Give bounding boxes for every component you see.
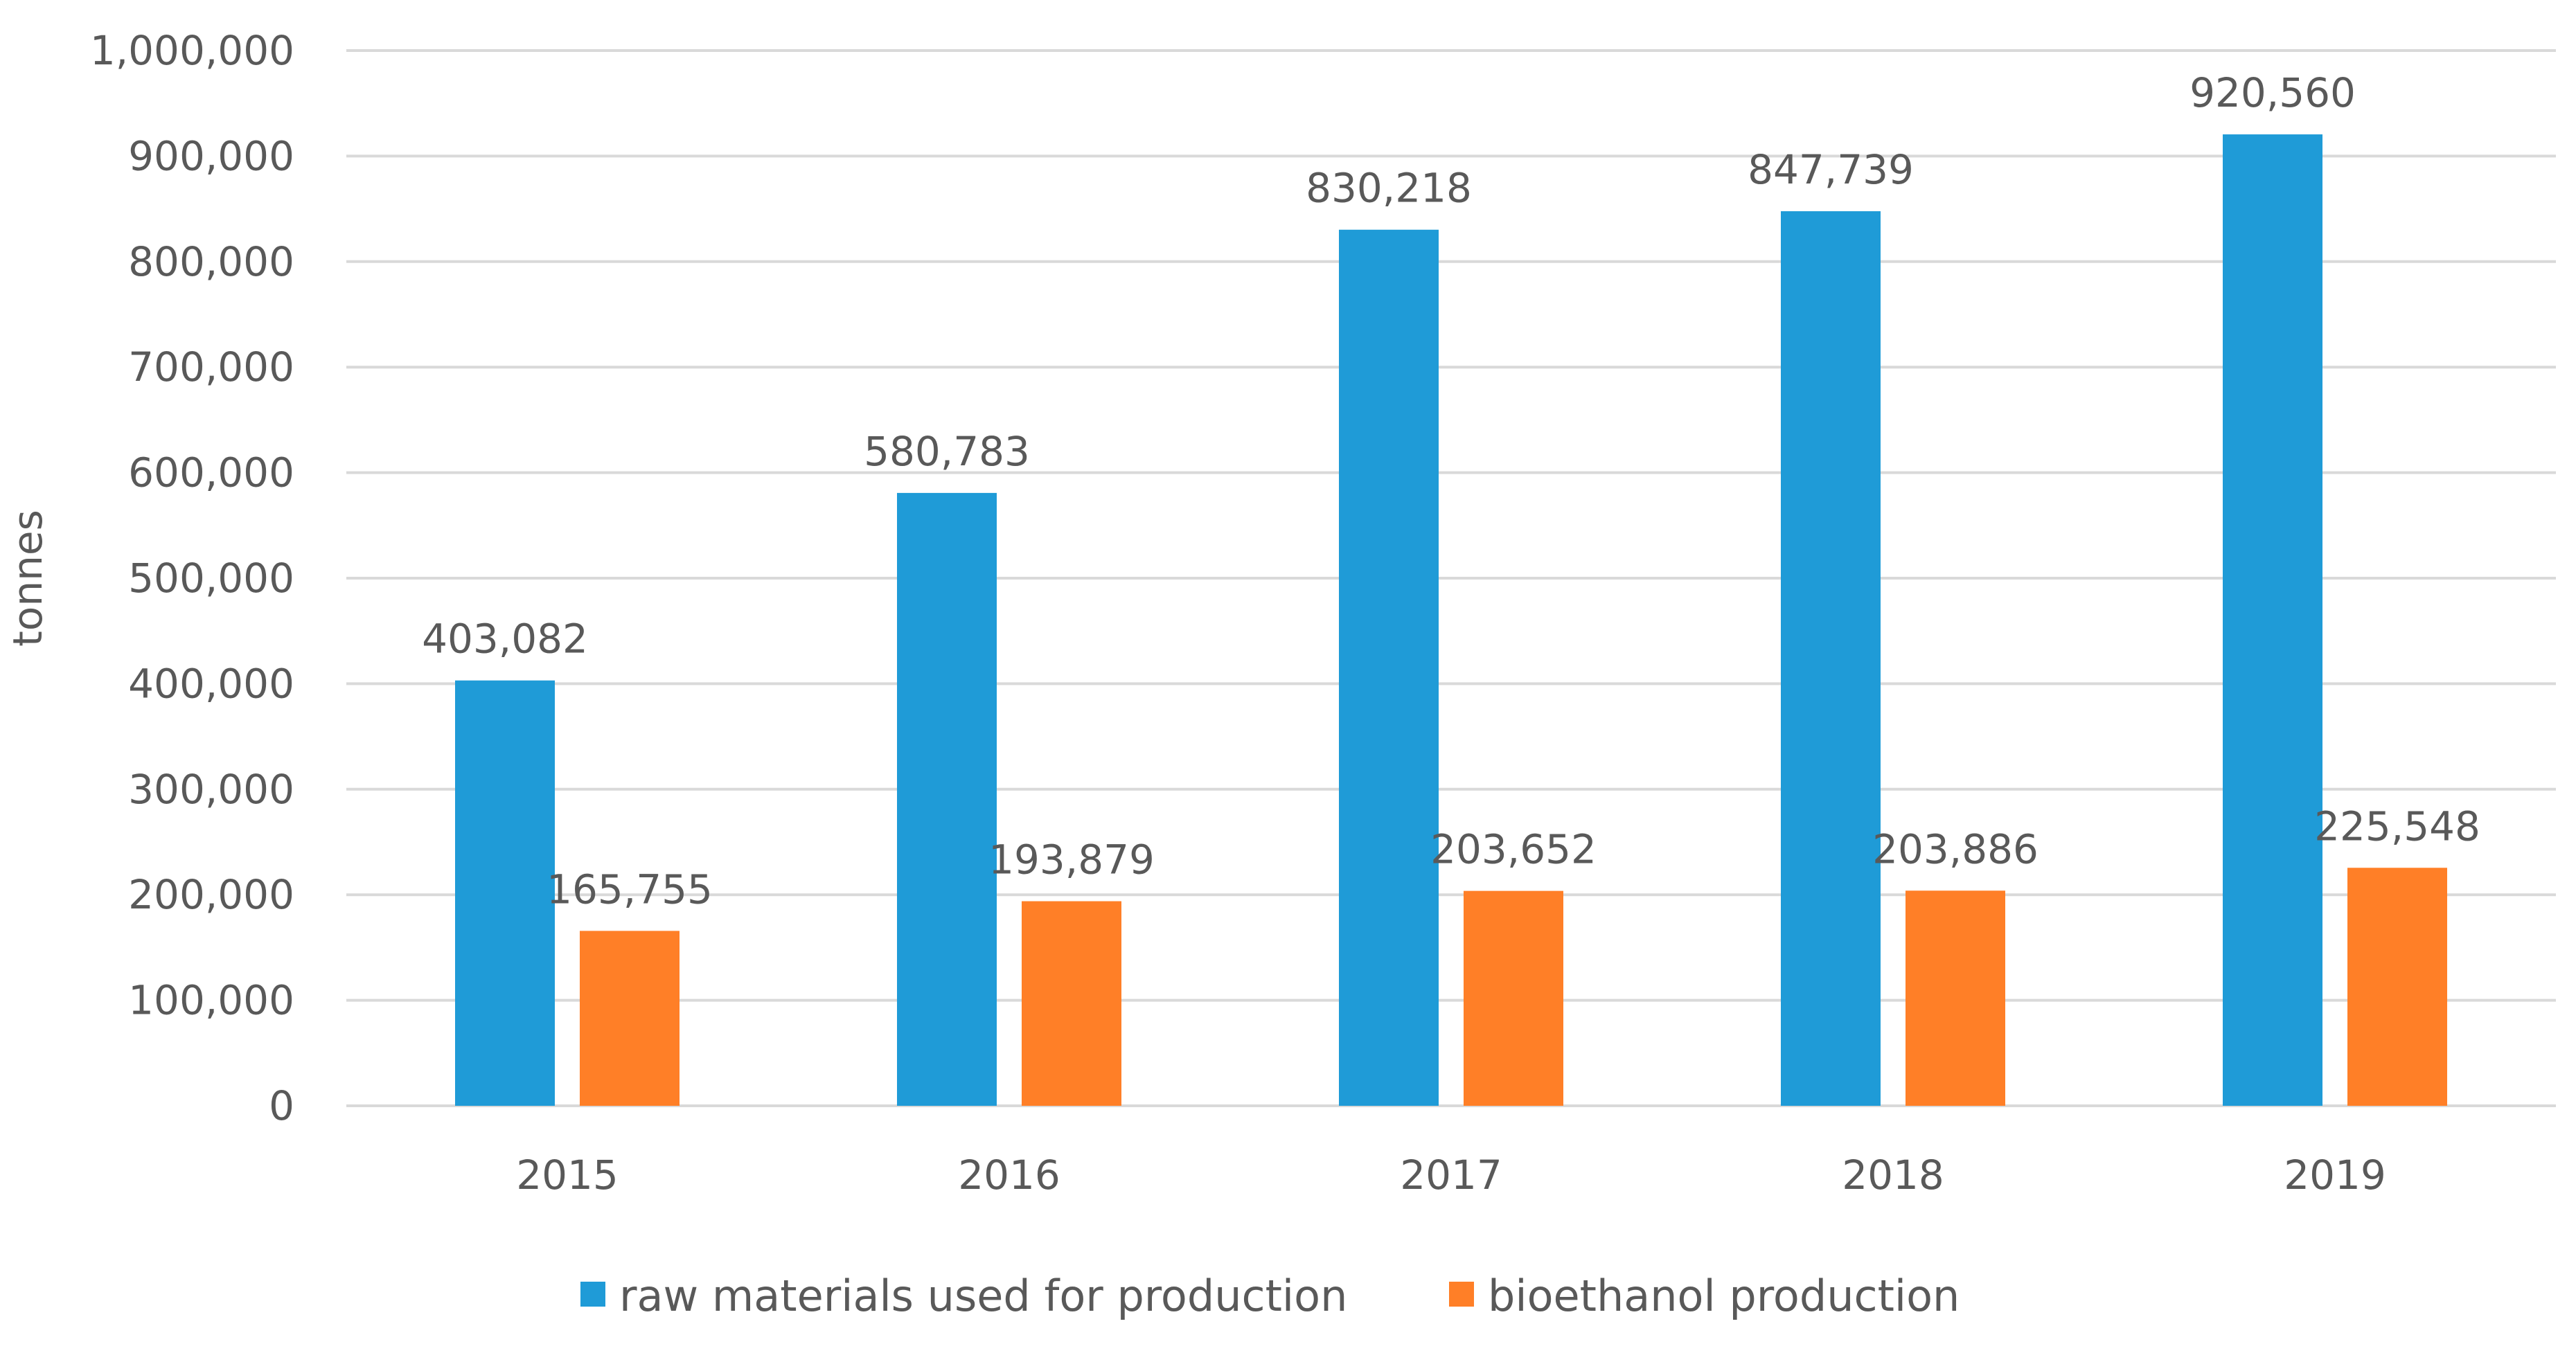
y-tick-label: 1,000,000: [90, 27, 294, 74]
y-tick-label: 300,000: [128, 766, 294, 813]
data-label: 403,082: [422, 616, 588, 663]
data-label: 193,879: [988, 836, 1155, 884]
data-label: 830,218: [1306, 165, 1472, 212]
y-tick-label: 0: [269, 1082, 294, 1129]
bar-raw-materials-2018: [1781, 211, 1881, 1106]
bars: [455, 134, 2447, 1106]
legend-swatch: [580, 1282, 605, 1307]
data-label: 165,755: [547, 866, 713, 913]
y-tick-label: 600,000: [128, 449, 294, 496]
x-tick-label: 2018: [1842, 1152, 1944, 1199]
bar-bioethanol-2019: [2347, 868, 2447, 1106]
data-label: 203,652: [1430, 826, 1597, 873]
data-label: 847,739: [1748, 146, 1914, 193]
data-label: 580,783: [864, 428, 1030, 475]
x-tick-label: 2015: [516, 1152, 619, 1199]
data-label: 920,560: [2189, 69, 2356, 116]
legend-swatch: [1449, 1282, 1474, 1307]
y-tick-label: 100,000: [128, 977, 294, 1024]
legend-label: bioethanol production: [1488, 1271, 1960, 1321]
x-axis-tick-labels: 2015 2016 2017 2018 2019: [516, 1152, 2386, 1199]
x-tick-label: 2016: [958, 1152, 1060, 1199]
y-tick-label: 200,000: [128, 871, 294, 918]
y-tick-label: 800,000: [128, 238, 294, 285]
gridlines: [346, 49, 2556, 1107]
x-tick-label: 2019: [2284, 1152, 2386, 1199]
legend-label: raw materials used for production: [619, 1271, 1347, 1321]
bar-bioethanol-2015: [580, 931, 679, 1106]
bar-raw-materials-2016: [897, 492, 997, 1106]
y-axis-tick-labels: 0 100,000 200,000 300,000 400,000 500,000 600,…: [90, 27, 294, 1129]
bar-bioethanol-2016: [1022, 901, 1121, 1106]
bar-raw-materials-2019: [2223, 134, 2322, 1106]
y-tick-label: 400,000: [128, 660, 294, 707]
y-axis-title: tonnes: [4, 510, 51, 647]
data-labels: 403,082 165,755 580,783 193,879 830,218 203,6…: [422, 69, 2480, 913]
data-label: 225,548: [2314, 803, 2480, 850]
x-tick-label: 2017: [1400, 1152, 1502, 1199]
bar-raw-materials-2015: [455, 680, 555, 1106]
y-tick-label: 900,000: [128, 132, 294, 179]
bar-bioethanol-2017: [1464, 890, 1563, 1106]
y-tick-label: 500,000: [128, 555, 294, 602]
bar-bioethanol-2018: [1906, 890, 2005, 1106]
legend: raw materials used for production bioetha…: [580, 1271, 1960, 1321]
bar-raw-materials-2017: [1339, 229, 1439, 1106]
data-label: 203,886: [1872, 825, 2038, 872]
y-tick-label: 700,000: [128, 343, 294, 391]
